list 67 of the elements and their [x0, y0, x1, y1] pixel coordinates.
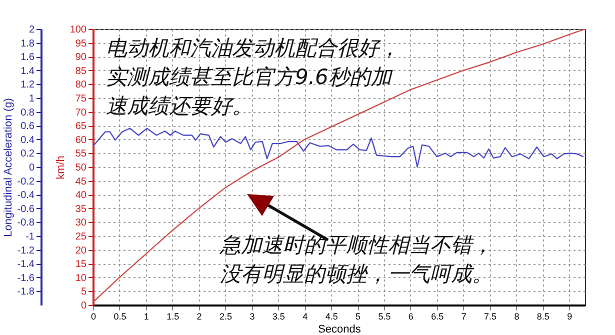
y2-axis-title: km/h	[54, 156, 67, 180]
y2-tick-label: 65	[75, 121, 87, 132]
annotation: 电动机和汽油发动机配合很好，实测成绩甚至比官方9.6秒的加速成绩还要好。	[106, 35, 401, 120]
x-tick-label: 8	[514, 312, 520, 322]
x-tick-label: 5.5	[378, 312, 391, 322]
y2-tick-label: 70	[75, 107, 87, 118]
y2-tick-label: 45	[75, 176, 87, 188]
y2-tick-label: 20	[75, 245, 87, 256]
line-series	[93, 29, 585, 303]
x-tick-label: 5	[356, 312, 361, 322]
y2-tick-label: 100	[70, 24, 87, 36]
y-axis-title: Longitudinal Acceleration (g)	[2, 98, 14, 237]
x-tick-label: 1	[144, 312, 149, 322]
y-tick-label: 0.4	[20, 134, 35, 146]
y2-tick-label: 10	[75, 272, 87, 284]
y-tick-label: 1.8	[20, 38, 35, 50]
x-tick-label: 0.5	[114, 312, 126, 322]
y-tick-label: 1.4	[20, 66, 35, 77]
x-tick-label: 6	[408, 312, 414, 322]
y2-tick-label: 80	[75, 80, 87, 91]
x-axis-title: Seconds	[318, 324, 362, 335]
x-tick-label: 2	[196, 312, 202, 322]
y-tick-label: -1.6	[17, 272, 35, 284]
y-tick-label: 1	[28, 94, 35, 104]
y-tick-label: -0.6	[17, 204, 35, 215]
y-tick-label: 2	[28, 24, 35, 36]
x-tick-label: 2.5	[220, 312, 232, 322]
y-tick-label: -1.4	[17, 259, 35, 270]
x-tick-label: 3.5	[272, 312, 285, 322]
y2-tick-label: 5	[80, 286, 87, 298]
y2-tick-label: 50	[75, 162, 87, 174]
x-tick-label: 8.5	[536, 312, 550, 322]
annotation: 急加速时的平顺性相当不错，没有明显的顿挫，一气呵成。	[220, 232, 494, 288]
y-tick-label: 0.8	[20, 107, 35, 118]
y-tick-label: 1.6	[20, 52, 35, 64]
y2-tick-label: 35	[75, 204, 87, 215]
y-tick-label: -1	[26, 232, 35, 242]
x-tick-label: 4	[302, 312, 308, 322]
y-tick-label: 0	[28, 162, 35, 174]
y2-tick-label: 85	[75, 66, 87, 77]
y-tick-label: -0.4	[17, 190, 35, 202]
x-tick-label: 7	[461, 312, 466, 322]
y2-tick-label: 30	[75, 218, 87, 229]
y2-tick-label: 55	[75, 148, 87, 160]
y-tick-label: -0.8	[17, 218, 35, 229]
x-tick-label: 6.5	[431, 312, 444, 322]
y-tick-label: -1.2	[17, 245, 35, 256]
y2-tick-label: 75	[75, 94, 87, 104]
y2-tick-label: 90	[75, 52, 87, 64]
x-tick-label: 0	[90, 312, 96, 322]
y2-tick-label: 25	[75, 232, 87, 242]
y-tick-label: 1.2	[20, 80, 35, 91]
line-series	[93, 128, 584, 168]
x-tick-label: 9	[567, 312, 572, 322]
y2-tick-label: 60	[75, 134, 87, 146]
x-tick-label: 1.5	[166, 312, 180, 322]
y-tick-label: 0.2	[20, 148, 35, 160]
y2-tick-label: 95	[75, 38, 87, 50]
x-tick-label: 3	[250, 312, 255, 322]
y2-tick-label: 40	[75, 190, 87, 202]
x-tick-label: 7.5	[484, 312, 497, 322]
y-tick-label: -0.2	[17, 176, 35, 188]
y2-tick-label: 15	[75, 259, 87, 270]
y-tick-label: 0.6	[20, 121, 35, 132]
x-tick-label: 4.5	[325, 312, 338, 322]
y2-tick-label: 0	[80, 300, 87, 312]
y-tick-label: -1.8	[17, 286, 35, 298]
